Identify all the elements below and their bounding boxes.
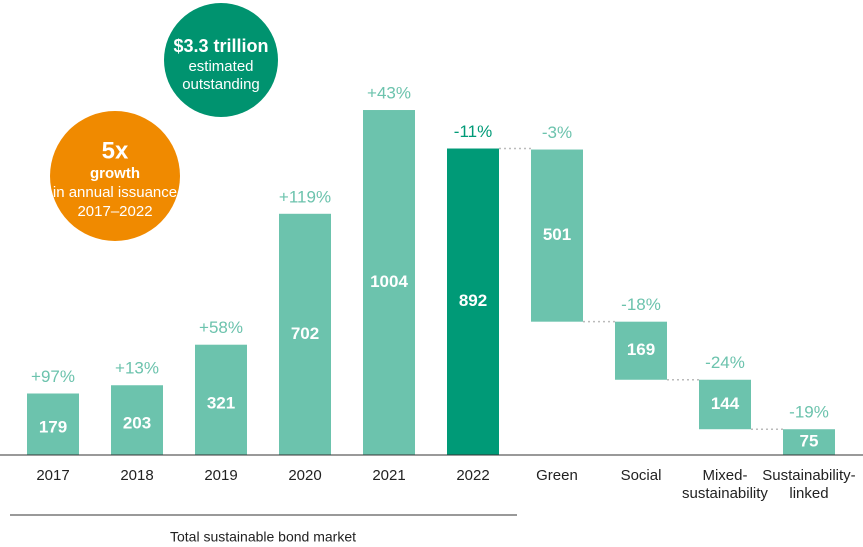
change-label: +119% bbox=[279, 187, 331, 206]
bar bbox=[27, 393, 79, 455]
change-label: -19% bbox=[789, 403, 829, 422]
value-label: 203 bbox=[123, 414, 151, 433]
x-tick-label: 2018 bbox=[120, 467, 154, 484]
value-label: 501 bbox=[543, 225, 571, 244]
bar bbox=[531, 149, 583, 322]
callout-text: growth bbox=[90, 165, 140, 182]
x-tick-label: 2019 bbox=[204, 467, 238, 484]
callout-text: $3.3 trillion bbox=[173, 36, 268, 56]
callout-text: in annual issuance bbox=[53, 184, 177, 201]
x-tick-label: Social bbox=[620, 467, 662, 484]
bar bbox=[447, 148, 499, 456]
callout-text: outstanding bbox=[182, 76, 260, 93]
change-label: +43% bbox=[367, 84, 411, 103]
change-label: -24% bbox=[705, 353, 745, 372]
change-label: -11% bbox=[454, 122, 492, 141]
x-tick-label: 2017 bbox=[36, 467, 70, 484]
x-tick-label: 2022 bbox=[456, 467, 490, 484]
value-label: 1004 bbox=[370, 272, 408, 291]
callout-text: 2017–2022 bbox=[77, 203, 152, 220]
bar bbox=[111, 385, 163, 455]
callout-circle bbox=[50, 111, 180, 241]
bar bbox=[195, 344, 247, 455]
x-tick-label: Sustainability- linked bbox=[762, 467, 856, 502]
change-label: +97% bbox=[31, 367, 75, 386]
bar bbox=[699, 379, 751, 430]
group-label: Total sustainable bond market bbox=[170, 529, 356, 545]
callout-text: estimated bbox=[188, 58, 253, 75]
value-label: 321 bbox=[207, 393, 235, 412]
x-tick-label: Mixed- sustainability bbox=[682, 467, 768, 502]
value-label: 892 bbox=[459, 291, 487, 310]
callout-circle bbox=[164, 3, 278, 117]
bar bbox=[615, 321, 667, 380]
value-label: 75 bbox=[800, 432, 819, 451]
x-tick-label: 2021 bbox=[372, 467, 406, 484]
value-label: 702 bbox=[291, 324, 319, 343]
change-label: -3% bbox=[542, 123, 572, 142]
x-tick-label: Green bbox=[536, 467, 578, 484]
callout-text: 5x bbox=[102, 137, 129, 164]
change-label: +13% bbox=[115, 359, 159, 378]
change-label: -18% bbox=[621, 295, 661, 314]
value-label: 169 bbox=[627, 340, 655, 359]
value-label: 144 bbox=[711, 394, 740, 413]
bar bbox=[279, 213, 331, 455]
change-label: +58% bbox=[199, 318, 243, 337]
value-label: 179 bbox=[39, 418, 67, 437]
x-tick-label: 2020 bbox=[288, 467, 322, 484]
bar bbox=[783, 429, 835, 455]
bar bbox=[363, 110, 415, 455]
